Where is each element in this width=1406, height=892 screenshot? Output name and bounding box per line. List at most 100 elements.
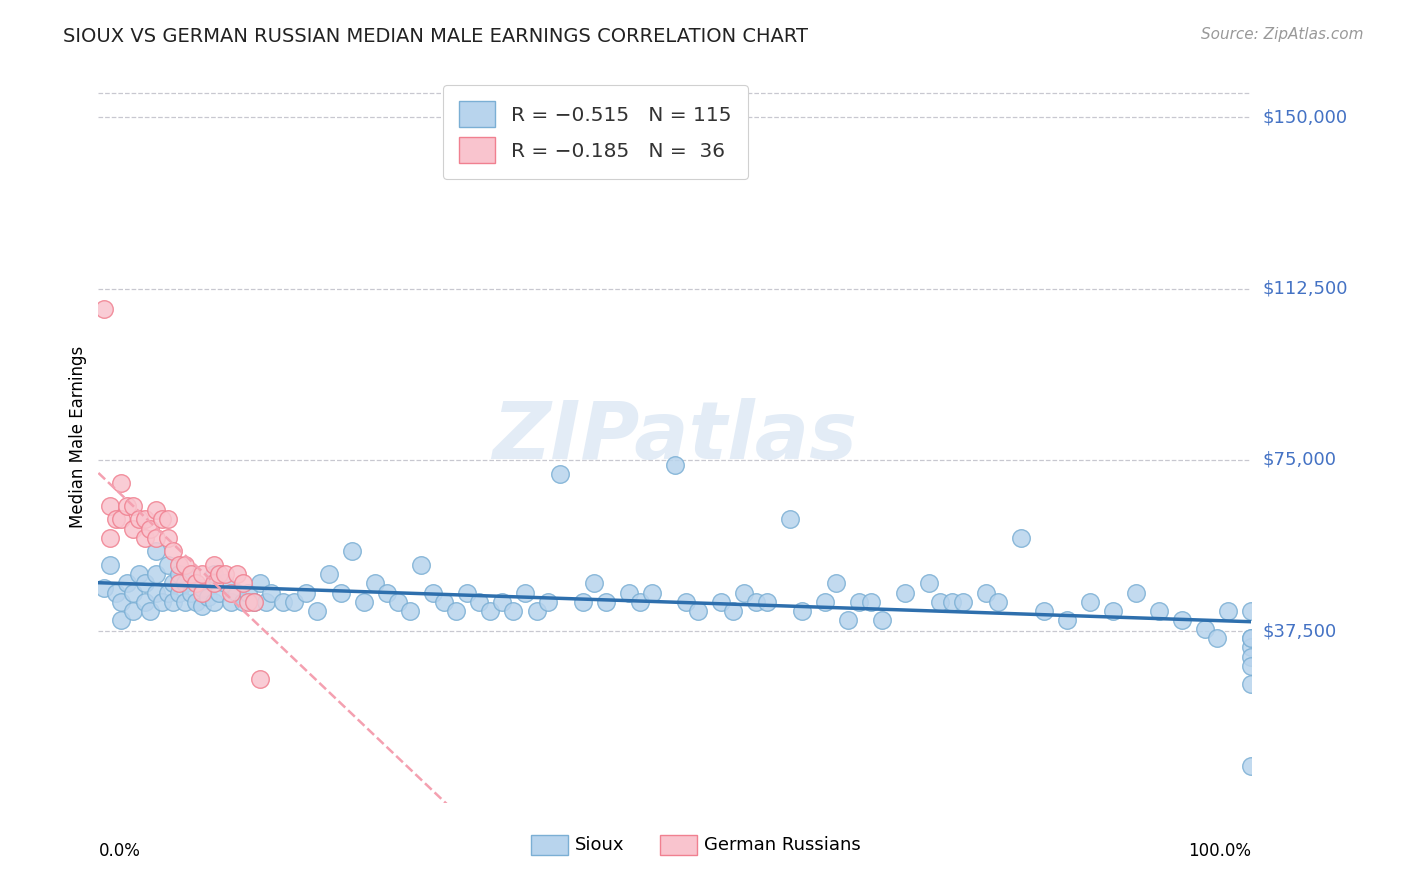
Point xyxy=(134,594,156,608)
Text: 0.0%: 0.0% xyxy=(98,842,141,860)
Point xyxy=(929,594,952,608)
Point xyxy=(219,594,242,608)
Point xyxy=(1032,604,1054,618)
Point xyxy=(756,594,779,608)
Point xyxy=(93,581,115,595)
Point xyxy=(110,613,132,627)
Point xyxy=(260,585,283,599)
Point xyxy=(139,521,162,535)
Text: German Russians: German Russians xyxy=(704,836,860,855)
FancyBboxPatch shape xyxy=(659,835,697,855)
Point xyxy=(186,576,208,591)
Point xyxy=(117,499,139,513)
Point xyxy=(295,585,318,599)
Point xyxy=(202,576,225,591)
Point xyxy=(202,594,225,608)
Point xyxy=(271,594,294,608)
Point xyxy=(375,585,398,599)
Point xyxy=(502,604,524,618)
Point xyxy=(156,512,179,526)
Text: Source: ZipAtlas.com: Source: ZipAtlas.com xyxy=(1201,27,1364,42)
Point xyxy=(208,567,231,582)
Point xyxy=(249,576,271,591)
Point xyxy=(456,585,478,599)
Point xyxy=(790,604,813,618)
Point xyxy=(167,585,190,599)
Point xyxy=(779,512,801,526)
Point xyxy=(1010,531,1032,545)
Point xyxy=(664,458,686,472)
Point xyxy=(225,585,247,599)
Point xyxy=(191,567,214,582)
Point xyxy=(145,503,167,517)
Point xyxy=(641,585,664,599)
Point xyxy=(537,594,560,608)
Text: SIOUX VS GERMAN RUSSIAN MEDIAN MALE EARNINGS CORRELATION CHART: SIOUX VS GERMAN RUSSIAN MEDIAN MALE EARN… xyxy=(63,27,808,45)
Point xyxy=(174,594,197,608)
Point xyxy=(98,499,121,513)
Point xyxy=(917,576,939,591)
Point xyxy=(1056,613,1078,627)
Point xyxy=(197,590,219,604)
Point xyxy=(104,585,127,599)
Point xyxy=(98,531,121,545)
Point xyxy=(110,594,132,608)
Point xyxy=(243,594,266,608)
Point xyxy=(872,613,894,627)
Point xyxy=(180,585,202,599)
Point xyxy=(1194,622,1216,636)
Point xyxy=(686,604,709,618)
Point xyxy=(583,576,606,591)
Point xyxy=(340,544,363,558)
Point xyxy=(364,576,387,591)
Point xyxy=(513,585,536,599)
Point xyxy=(231,576,254,591)
Point xyxy=(1240,677,1263,691)
Point xyxy=(180,567,202,582)
Point xyxy=(243,594,266,608)
Point xyxy=(422,585,444,599)
Point xyxy=(894,585,917,599)
Text: 100.0%: 100.0% xyxy=(1188,842,1251,860)
Point xyxy=(110,475,132,490)
Text: $112,500: $112,500 xyxy=(1263,279,1348,298)
Point xyxy=(710,594,733,608)
Point xyxy=(145,585,167,599)
Point xyxy=(1240,604,1263,618)
Point xyxy=(93,301,115,317)
Point xyxy=(353,594,375,608)
Point xyxy=(1078,594,1101,608)
Point xyxy=(628,594,651,608)
Point xyxy=(231,594,254,608)
Point xyxy=(941,594,963,608)
Point xyxy=(744,594,766,608)
Point xyxy=(139,604,162,618)
Point xyxy=(479,604,502,618)
Point xyxy=(1240,759,1263,773)
Point xyxy=(859,594,882,608)
Point xyxy=(122,604,145,618)
Point xyxy=(174,558,197,573)
Text: Sioux: Sioux xyxy=(575,836,624,855)
Point xyxy=(191,599,214,614)
Point xyxy=(110,512,132,526)
Point xyxy=(1102,604,1125,618)
Point xyxy=(225,567,247,582)
Point xyxy=(219,585,242,599)
Point xyxy=(214,567,236,582)
Point xyxy=(1240,632,1263,646)
Legend: R = −0.515   N = 115, R = −0.185   N =  36: R = −0.515 N = 115, R = −0.185 N = 36 xyxy=(443,85,748,179)
Point xyxy=(617,585,640,599)
Point xyxy=(283,594,305,608)
Point xyxy=(433,594,456,608)
Point xyxy=(167,576,190,591)
Y-axis label: Median Male Earnings: Median Male Earnings xyxy=(69,346,87,528)
Point xyxy=(974,585,997,599)
Point xyxy=(1240,640,1263,655)
Point xyxy=(162,576,184,591)
Point xyxy=(491,594,513,608)
Point xyxy=(238,585,260,599)
Point xyxy=(468,594,491,608)
Point xyxy=(174,576,197,591)
Point xyxy=(150,594,173,608)
